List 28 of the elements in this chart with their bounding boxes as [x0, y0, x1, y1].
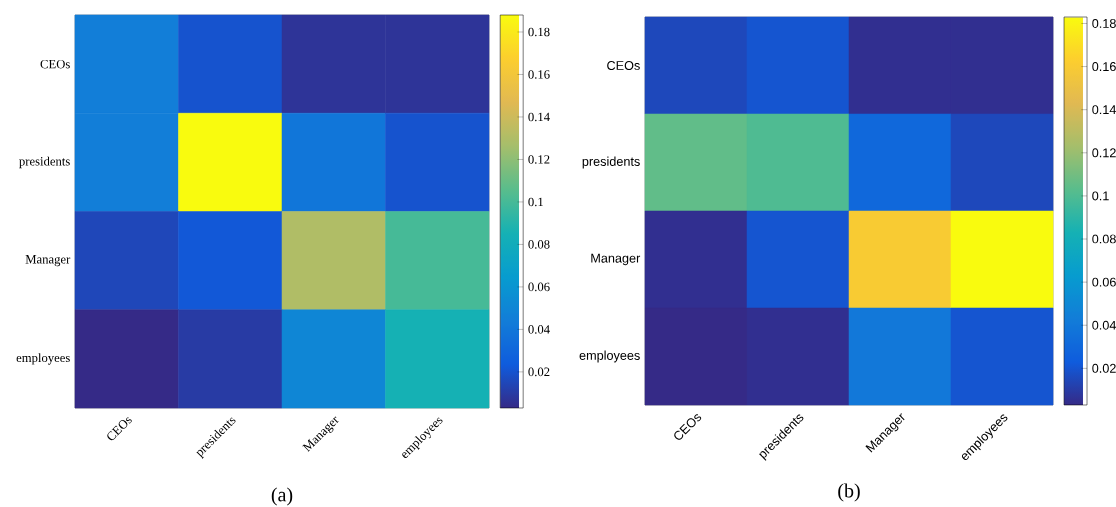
color-bar-label: 0.16	[1092, 62, 1116, 72]
color-bar-label: 0.08	[1092, 234, 1116, 244]
y-tick-label: employees	[16, 353, 70, 365]
color-bar-label: 0.1	[528, 197, 543, 207]
color-bar-label: 0.14	[528, 112, 550, 122]
y-tick-label: presidents	[582, 156, 640, 169]
y-tick-label: CEOs	[40, 59, 70, 69]
color-bar-label: 0.14	[1092, 105, 1116, 115]
color-bar-label: 0.04	[1092, 320, 1116, 330]
color-bar-label: 0.08	[528, 240, 550, 249]
color-bar-label: 0.16	[528, 70, 550, 79]
y-tick-label: presidents	[19, 156, 70, 169]
color-bar-label: 0.18	[1092, 18, 1116, 28]
color-bar-label: 0.02	[528, 367, 550, 377]
color-bar-label: 0.06	[528, 282, 550, 292]
y-tick-label: Manager	[25, 255, 71, 267]
color-bar-label: 0.04	[528, 325, 550, 334]
color-bar-label: 0.06	[1092, 277, 1116, 287]
color-bar-label: 0.12	[1092, 148, 1116, 158]
color-bar-label: 0.12	[528, 155, 550, 164]
y-tick-label: Manager	[591, 253, 641, 266]
text: (a)	[271, 487, 293, 506]
y-tick-label: employees	[579, 350, 640, 363]
y-tick-label: CEOs	[607, 61, 640, 70]
color-bar-label: 0.1	[1092, 191, 1109, 201]
color-bar-label: 0.18	[528, 27, 550, 37]
text: (b)	[838, 483, 860, 502]
color-bar-label: 0.02	[1092, 363, 1116, 373]
